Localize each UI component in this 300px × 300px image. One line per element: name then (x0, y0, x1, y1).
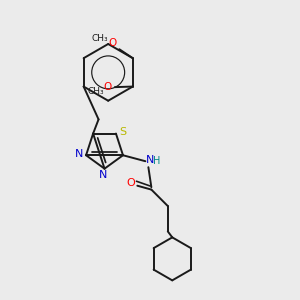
Text: CH₃: CH₃ (87, 87, 104, 96)
Text: CH₃: CH₃ (92, 34, 108, 43)
Text: N: N (75, 149, 84, 159)
Text: H: H (153, 156, 160, 166)
Text: O: O (126, 178, 135, 188)
Text: O: O (104, 82, 112, 92)
Text: O: O (108, 38, 117, 48)
Text: N: N (146, 155, 154, 165)
Text: N: N (99, 170, 107, 180)
Text: S: S (119, 127, 126, 137)
